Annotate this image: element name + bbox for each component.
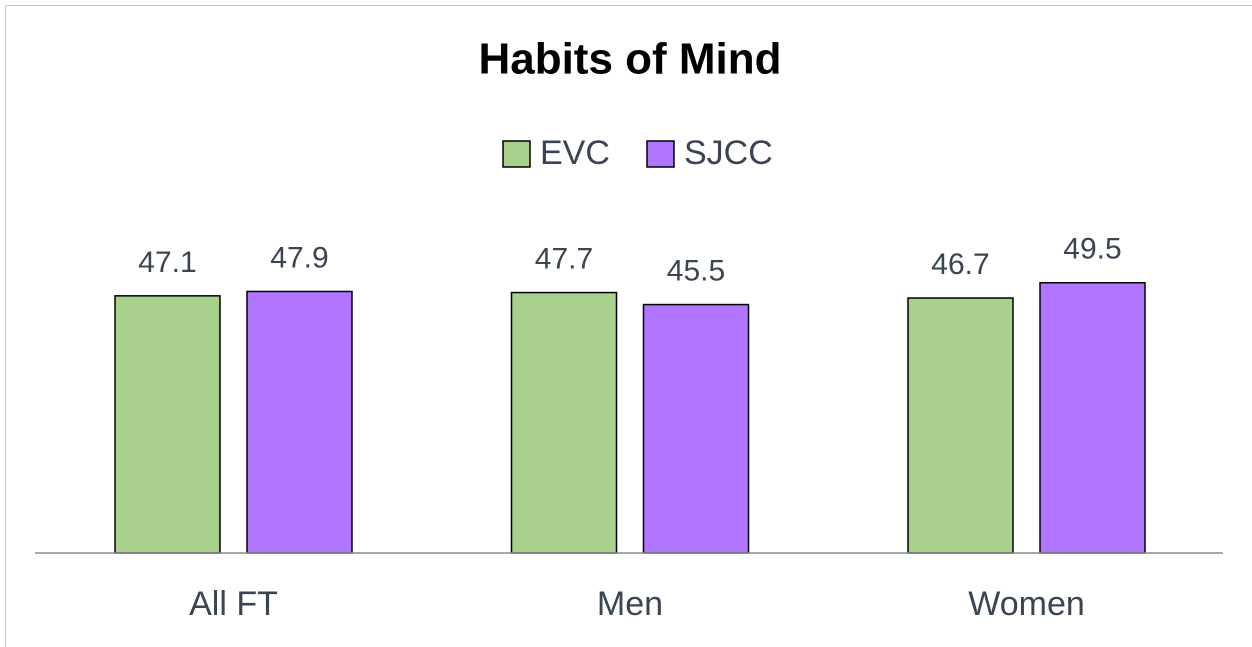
chart-title: Habits of Mind — [478, 35, 781, 84]
data-label: 45.5 — [667, 254, 725, 287]
data-label: 47.9 — [270, 241, 328, 274]
bar — [114, 295, 221, 554]
data-label: 47.7 — [535, 242, 593, 275]
data-label: 47.1 — [138, 246, 196, 279]
bar — [246, 290, 353, 554]
x-tick-label: All FT — [189, 585, 278, 623]
bar — [642, 303, 750, 554]
legend-label: EVC — [540, 134, 610, 172]
legend-label: SJCC — [684, 134, 773, 172]
data-label: 46.7 — [931, 248, 989, 281]
data-label: 49.5 — [1063, 233, 1121, 266]
bar — [510, 291, 618, 554]
x-tick-label: Men — [597, 585, 663, 623]
bar — [907, 297, 1014, 554]
legend-swatch — [646, 140, 675, 168]
bar — [1039, 281, 1146, 554]
legend-swatch — [502, 140, 531, 168]
x-tick-label: Women — [968, 585, 1085, 623]
